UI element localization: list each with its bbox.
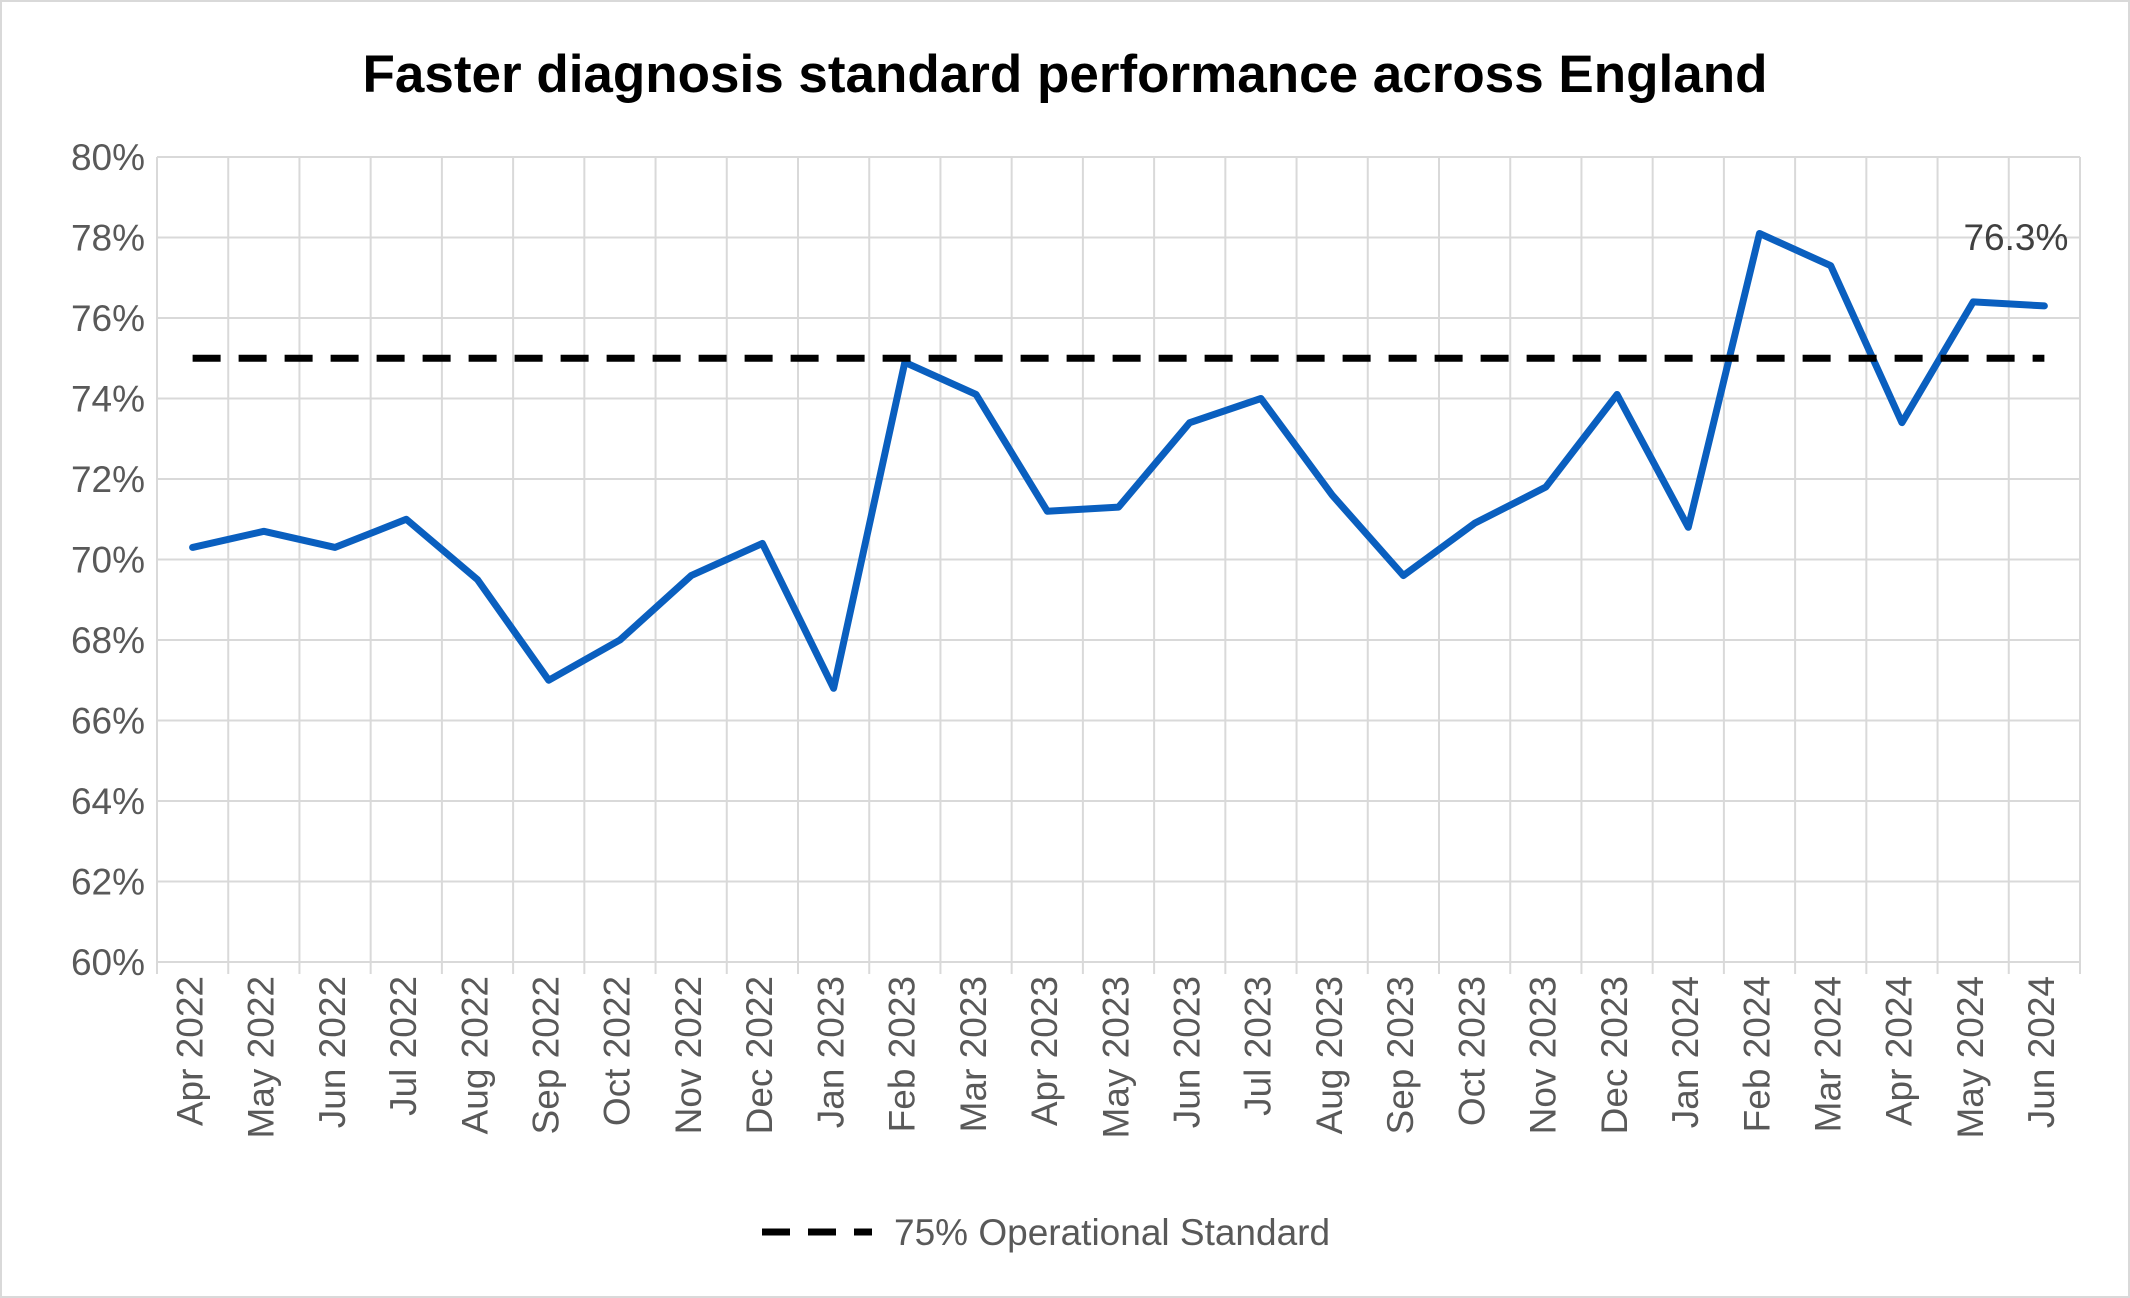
data-point [477,579,478,581]
x-tick-label: Dec 2023 [1594,976,1635,1134]
x-tick-label: Sep 2022 [526,976,567,1134]
data-point [1901,422,1903,424]
y-tick-label: 80% [71,137,145,178]
x-tick-label: Sep 2023 [1380,976,1421,1134]
data-point [1616,393,1618,395]
data-point [1972,301,1974,303]
chart-title: Faster diagnosis standard performance ac… [362,45,1768,104]
data-point [1545,486,1547,488]
data-point [263,530,265,532]
data-point [548,679,550,681]
x-tick-label: Oct 2023 [1451,976,1492,1126]
x-tick-label: Jan 2024 [1665,976,1706,1128]
y-tick-label: 60% [71,942,145,983]
data-point [1402,575,1404,577]
data-point [975,393,977,395]
x-tick-label: May 2024 [1950,976,1991,1139]
data-point [2043,305,2045,307]
y-tick-label: 74% [71,379,145,420]
y-tick-label: 64% [71,781,145,822]
y-tick-label: 66% [71,701,145,742]
x-tick-label: Jan 2023 [810,976,851,1128]
x-tick-label: Jul 2022 [383,976,424,1116]
data-point [904,361,906,363]
y-tick-label: 70% [71,540,145,581]
x-tick-label: Aug 2023 [1309,976,1350,1134]
x-tick-label: Jun 2022 [312,976,353,1128]
data-point [1118,506,1119,508]
legend: 75% Operational Standard [762,1212,1330,1253]
y-tick-label: 78% [71,218,145,259]
data-point [1830,265,1832,267]
x-tick-label: Apr 2022 [169,976,210,1126]
y-tick-label: 76% [71,298,145,339]
x-tick-label: Jun 2024 [2021,976,2062,1128]
data-point [690,575,692,577]
x-tick-label: Feb 2023 [882,976,923,1132]
x-tick-label: Apr 2024 [1879,976,1920,1126]
x-tick-label: Nov 2022 [668,976,709,1134]
x-tick-label: Apr 2023 [1024,976,1065,1126]
x-tick-label: Mar 2024 [1808,976,1849,1132]
data-point [1331,494,1333,496]
series-layer [189,229,2048,692]
x-tick-label: Feb 2024 [1736,976,1777,1132]
x-tick-label: Jun 2023 [1167,976,1208,1128]
fds-performance-line [189,229,2048,692]
x-tick-label: Oct 2022 [597,976,638,1126]
grid [156,156,2081,963]
x-tick-label: Jul 2023 [1238,976,1279,1116]
data-point [1759,232,1760,234]
data-point [405,518,407,520]
y-tick-label: 62% [71,862,145,903]
y-tick-label: 68% [71,620,145,661]
y-tick-label: 72% [71,459,145,500]
data-point [1189,422,1191,424]
x-tick-label: Nov 2023 [1523,976,1564,1134]
x-tick-label: Aug 2022 [454,976,495,1134]
data-labels: 76.3% [1963,217,2068,258]
data-point [1687,526,1689,528]
data-point [619,639,621,641]
x-tick-label: May 2023 [1095,976,1136,1139]
data-point [833,687,835,689]
data-point [192,546,194,548]
legend-label: 75% Operational Standard [894,1212,1330,1253]
data-point [1260,398,1262,399]
data-point [334,546,336,548]
data-point [761,542,763,544]
data-label: 76.3% [1963,217,2068,258]
data-point [1046,510,1048,512]
x-tick-label: Mar 2023 [953,976,994,1132]
data-point [1474,522,1476,524]
x-tick-label: May 2022 [241,976,282,1139]
axes: 60% 62% 64% 66% 68% 70% 72% 74% 76% 78% 80% Apr 202… [71,137,2081,1139]
x-tick-label: Dec 2022 [739,976,780,1134]
